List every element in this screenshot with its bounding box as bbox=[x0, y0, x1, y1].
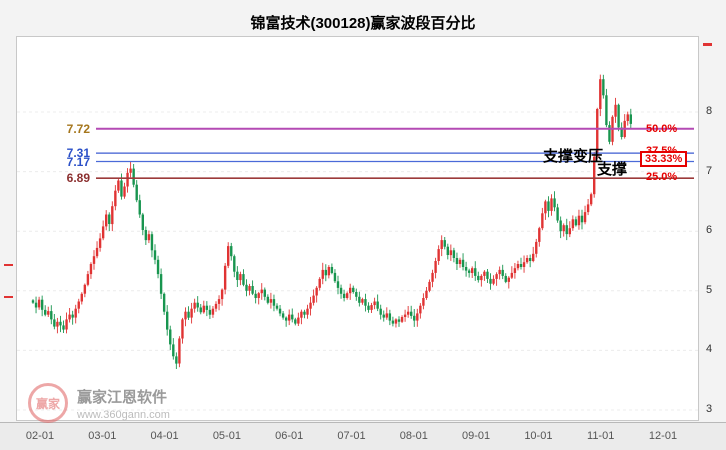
watermark-name: 赢家江恩软件 bbox=[77, 388, 168, 406]
x-axis-label: 04-01 bbox=[150, 430, 179, 442]
level-percent-label: 50.0% bbox=[646, 123, 678, 135]
y-axis-label: 6 bbox=[706, 224, 713, 237]
winner-logo-icon: 赢家 bbox=[28, 383, 68, 423]
watermark-url: www.360gann.com bbox=[77, 408, 170, 421]
y-axis-label: 4 bbox=[706, 343, 713, 356]
x-axis-label: 11-01 bbox=[587, 430, 615, 442]
x-axis-label: 07-01 bbox=[337, 430, 366, 442]
y-axis-label: 3 bbox=[706, 403, 713, 415]
level-percent-label-highlighted: 33.33% bbox=[640, 151, 688, 167]
x-axis-label: 09-01 bbox=[462, 430, 491, 442]
left-axis-tick-mark bbox=[4, 264, 13, 266]
y-axis-label: 5 bbox=[706, 283, 713, 296]
level-percent-label: 25.0% bbox=[646, 171, 678, 183]
watermark-text: 赢家江恩软件 www.360gann.com bbox=[77, 386, 170, 421]
support-annotation: 支撑 bbox=[597, 161, 628, 178]
y-axis-label: 8 bbox=[706, 105, 713, 117]
x-axis-label: 03-01 bbox=[88, 430, 117, 442]
y-axis-label: 7 bbox=[706, 164, 713, 177]
x-axis-label: 08-01 bbox=[399, 430, 428, 442]
level-price-label: 7.17 bbox=[66, 155, 90, 169]
x-axis-label: 10-01 bbox=[524, 430, 553, 442]
support-resistance-annotation: 支撑变压 bbox=[543, 148, 604, 165]
x-axis-label: 02-01 bbox=[25, 430, 55, 442]
x-axis: 02-01 03-01 04-01 05-01 06-01 07-01 08-01 09-01… bbox=[0, 422, 726, 450]
right-axis-tick-mark bbox=[703, 43, 712, 46]
winner-logo-text: 赢家 bbox=[35, 396, 60, 411]
x-axis-label: 06-01 bbox=[275, 430, 304, 442]
left-axis-tick-mark bbox=[4, 296, 13, 298]
watermark: 赢家 赢家江恩软件 www.360gann.com bbox=[28, 383, 170, 423]
level-price-label: 7.31 bbox=[66, 146, 90, 160]
x-axis-label: 05-01 bbox=[212, 430, 241, 442]
chart-title: 锦富技术(300128)赢家波段百分比 bbox=[250, 15, 476, 32]
x-axis-label: 12-01 bbox=[648, 430, 678, 442]
level-price-label: 7.72 bbox=[66, 122, 90, 136]
level-price-label: 6.89 bbox=[66, 171, 90, 185]
chart-plot-area[interactable] bbox=[16, 36, 699, 421]
